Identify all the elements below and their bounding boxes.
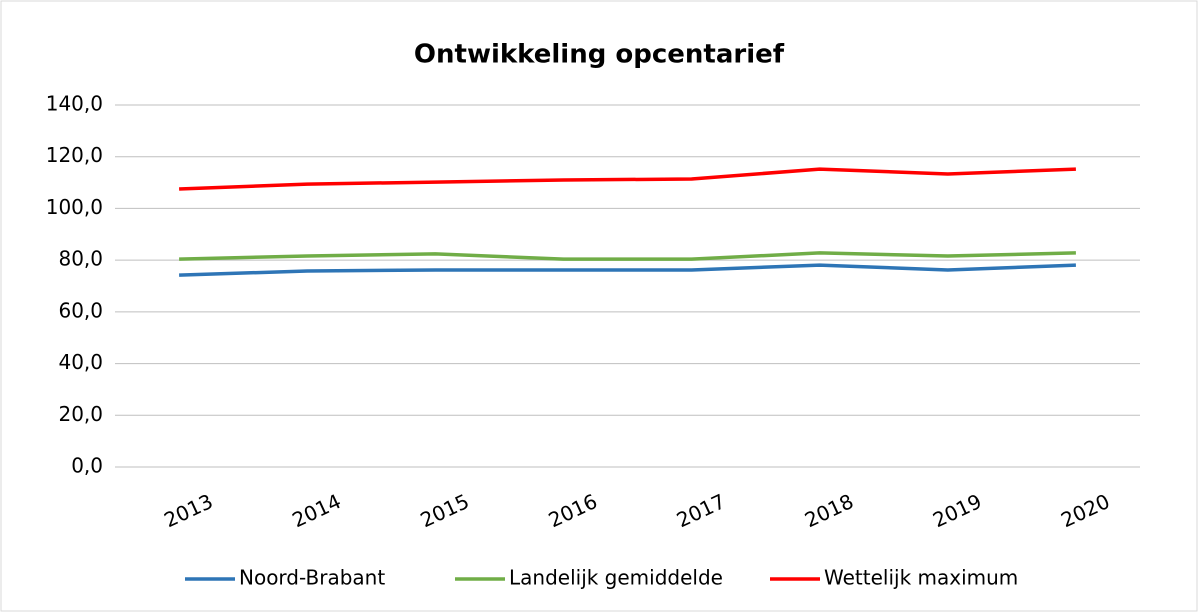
y-tick-label: 100,0: [46, 195, 103, 219]
y-tick-label: 120,0: [46, 143, 103, 167]
legend-label: Landelijk gemiddelde: [509, 566, 723, 590]
y-tick-label: 20,0: [58, 402, 103, 426]
y-tick-label: 140,0: [46, 92, 103, 116]
y-tick-label: 40,0: [58, 350, 103, 374]
legend-label: Noord-Brabant: [239, 566, 385, 590]
series-line: [179, 251, 1076, 261]
series-line: [179, 167, 1076, 191]
y-tick-label: 60,0: [58, 298, 103, 322]
y-tick-label: 0,0: [71, 454, 103, 478]
series-line: [179, 263, 1076, 277]
y-tick-label: 80,0: [58, 247, 103, 271]
chart-title: Ontwikkeling opcentarief: [414, 40, 785, 70]
legend-label: Wettelijk maximum: [824, 566, 1018, 590]
